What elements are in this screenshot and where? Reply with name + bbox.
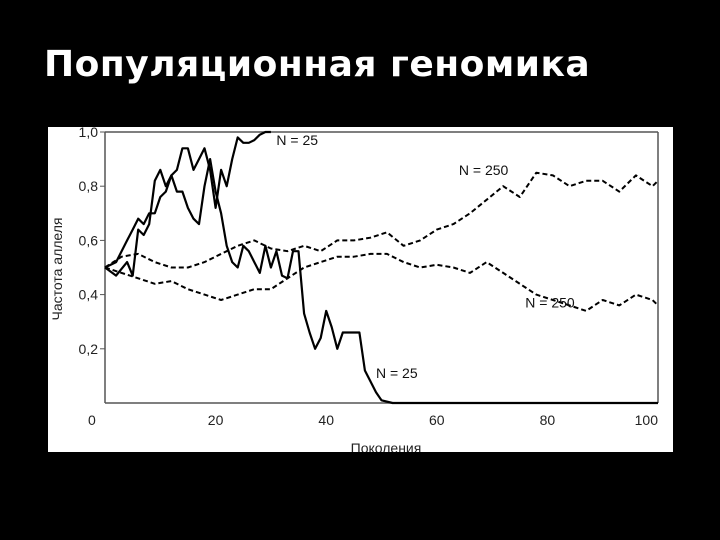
y-tick-label: 0,2: [79, 341, 99, 357]
series-annotation-4: N = 25: [376, 365, 418, 381]
series-annotations: N = 25 N = 250 N = 250 N = 25: [276, 132, 574, 381]
x-tick-label: 0: [88, 412, 96, 428]
y-tick-label: 0,8: [79, 178, 99, 194]
y-tick-label: 1,0: [79, 127, 99, 140]
x-tick-label: 40: [318, 412, 334, 428]
tick-labels: 0 20 40 60 80 100 0,2 0,4 0,6 0,8 1,0: [79, 127, 659, 428]
series-annotation-2: N = 250: [459, 162, 509, 178]
series-line-4-dashed: [104, 252, 659, 312]
slide-title: Популяционная геномика: [44, 44, 591, 85]
x-tick-label: 80: [540, 412, 556, 428]
series-lines: [104, 130, 659, 405]
x-tick-label: 60: [429, 412, 445, 428]
chart-figure: 0 20 40 60 80 100 0,2 0,4 0,6 0,8 1,0 N = 25 N = 25…: [48, 127, 673, 452]
series-annotation-1: N = 25: [276, 132, 318, 148]
series-annotation-3: N = 250: [525, 295, 575, 311]
series-line-3-dashed: [104, 171, 659, 269]
y-axis-label: Частота аллеля: [49, 218, 65, 321]
series-line-2-solid: [104, 157, 658, 405]
y-tick-label: 0,4: [79, 287, 99, 303]
y-tick-label: 0,6: [79, 232, 99, 248]
x-tick-label: 100: [635, 412, 659, 428]
x-axis-label: Поколения: [351, 440, 422, 452]
x-tick-label: 20: [208, 412, 224, 428]
series-line-1-solid: [104, 130, 271, 269]
